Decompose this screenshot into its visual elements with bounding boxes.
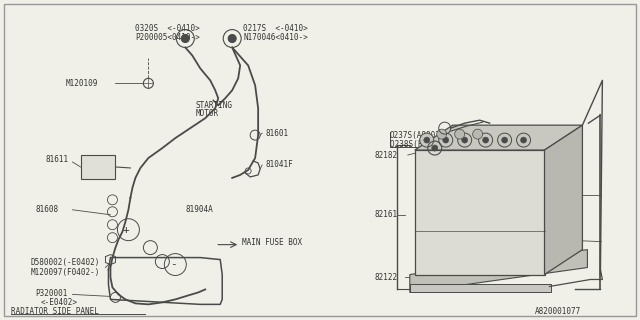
Text: P200005<0410->: P200005<0410-> [136,33,200,42]
Circle shape [443,137,449,143]
Text: A820001077: A820001077 [534,307,580,316]
Text: O237S(A9902-E0402): O237S(A9902-E0402) [390,131,473,140]
Text: M120097(F0402-): M120097(F0402-) [31,268,100,277]
Circle shape [228,35,236,43]
Circle shape [439,133,452,147]
Circle shape [432,145,438,151]
Text: 81041F: 81041F [265,160,293,170]
Circle shape [479,133,493,147]
Polygon shape [410,250,588,292]
Text: O238S(F0402-  ): O238S(F0402- ) [390,140,460,148]
Circle shape [483,137,488,143]
Text: 0217S  <-0410>: 0217S <-0410> [243,24,308,33]
Text: 82122: 82122 [375,273,398,282]
Text: N170046<0410->: N170046<0410-> [243,33,308,42]
Text: STARTING: STARTING [195,101,232,110]
Bar [81,155,115,179]
Circle shape [181,35,189,43]
Text: 81611: 81611 [45,156,68,164]
Polygon shape [545,125,582,275]
Text: 82182: 82182 [375,150,398,160]
Text: MOTOR: MOTOR [195,109,218,118]
Text: 82161: 82161 [559,190,582,199]
Circle shape [473,129,483,139]
Circle shape [516,133,531,147]
Text: RADIATOR SIDE PANEL: RADIATOR SIDE PANEL [11,307,99,316]
Circle shape [520,137,527,143]
Circle shape [458,133,472,147]
Text: MAIN FUSE BOX: MAIN FUSE BOX [242,238,302,247]
Text: -: - [170,260,177,269]
Polygon shape [415,125,582,150]
Circle shape [461,137,468,143]
Bar [410,284,552,292]
Circle shape [420,133,434,147]
Circle shape [436,129,447,139]
Text: <-E0402>: <-E0402> [40,298,77,307]
Text: 81608: 81608 [36,205,59,214]
Text: 81601: 81601 [265,129,288,138]
Text: +: + [122,225,129,235]
Circle shape [454,129,465,139]
Circle shape [502,137,508,143]
Text: D580002(-E0402): D580002(-E0402) [31,258,100,267]
Bar [415,150,545,275]
Text: 0320S  <-0410>: 0320S <-0410> [136,24,200,33]
Circle shape [424,137,430,143]
Text: P320001: P320001 [36,289,68,298]
Text: 81904A: 81904A [186,205,213,214]
Text: 82161: 82161 [375,210,398,219]
Text: 82110: 82110 [557,235,580,244]
Circle shape [498,133,511,147]
Text: M120109: M120109 [65,79,98,88]
